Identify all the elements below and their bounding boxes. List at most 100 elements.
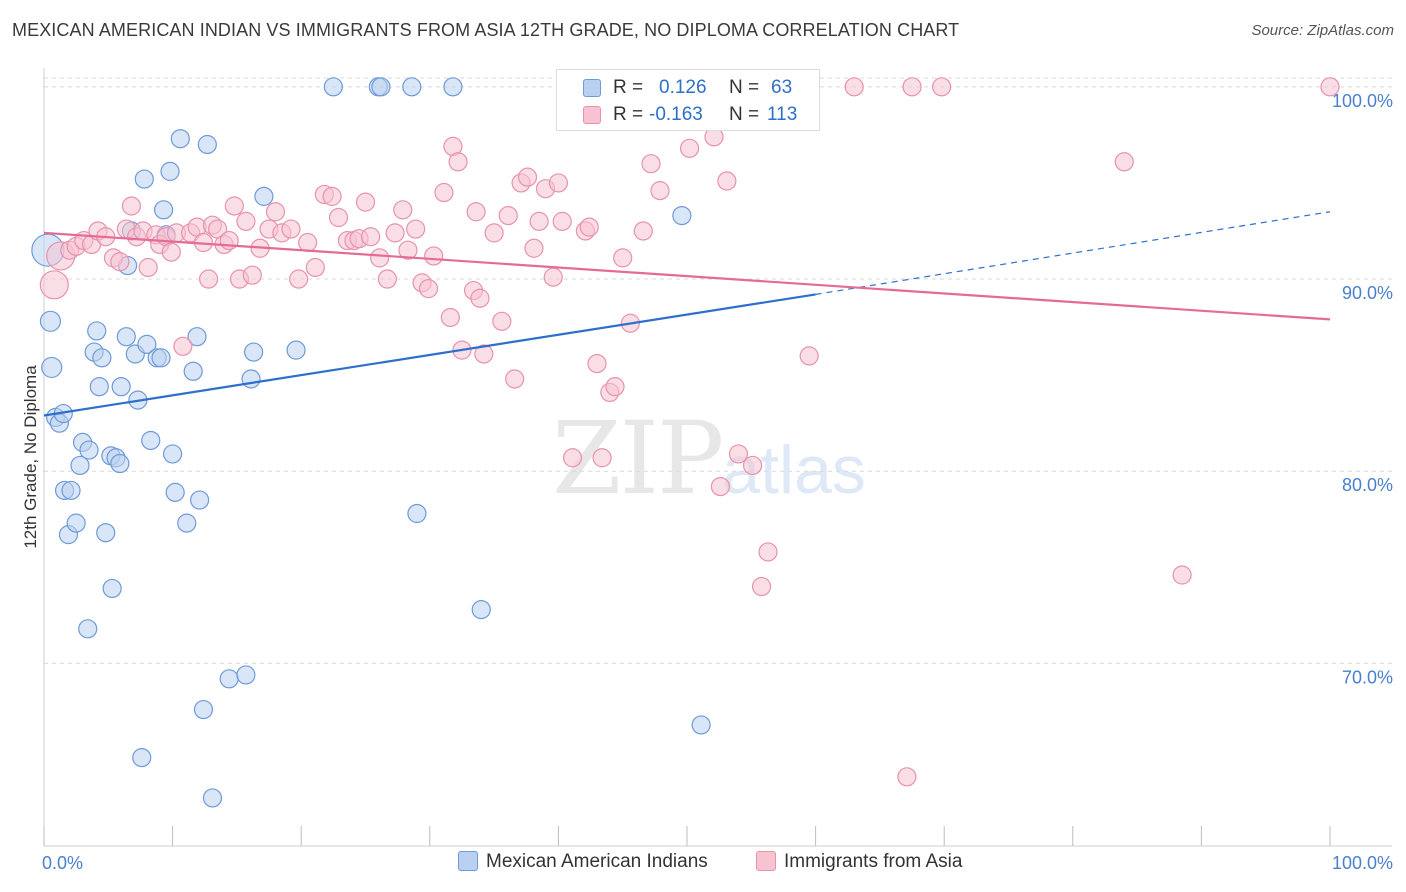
- point-mexican-american-indians: [141, 430, 161, 451]
- point-immigrants-from-asia: [355, 192, 376, 212]
- point-mexican-american-indians: [197, 134, 217, 155]
- point-mexican-american-indians: [39, 310, 62, 332]
- point-mexican-american-indians: [111, 377, 131, 397]
- point-immigrants-from-asia: [418, 279, 439, 299]
- n-label: N =: [729, 104, 760, 125]
- point-immigrants-from-asia: [517, 167, 538, 187]
- point-immigrants-from-asia: [305, 257, 325, 278]
- point-immigrants-from-asia: [1172, 565, 1192, 585]
- series-mexican-american-indians: [31, 77, 711, 808]
- point-mexican-american-indians: [691, 715, 711, 735]
- source-label: Source: ZipAtlas.com: [1251, 22, 1394, 39]
- y-tick-label: 70.0%: [1342, 667, 1393, 687]
- point-immigrants-from-asia: [322, 186, 342, 206]
- point-immigrants-from-asia: [758, 542, 778, 562]
- point-mexican-american-indians: [402, 77, 422, 97]
- point-mexican-american-indians: [187, 327, 207, 347]
- trend-line-extension-mexican-american-indians: [815, 211, 1331, 295]
- point-immigrants-from-asia: [484, 223, 504, 243]
- r-value: 0.126: [659, 77, 707, 98]
- blue-swatch: [583, 79, 601, 97]
- trend-line-mexican-american-indians: [43, 293, 816, 417]
- point-immigrants-from-asia: [448, 152, 468, 172]
- r-value: -0.163: [649, 104, 703, 125]
- point-immigrants-from-asia: [751, 576, 772, 597]
- y-tick-label: 80.0%: [1342, 475, 1393, 495]
- point-mexican-american-indians: [286, 340, 306, 360]
- point-mexican-american-indians: [244, 342, 264, 362]
- point-immigrants-from-asia: [281, 219, 301, 239]
- point-mexican-american-indians: [41, 356, 63, 379]
- point-immigrants-from-asia: [474, 344, 494, 364]
- point-immigrants-from-asia: [236, 211, 256, 231]
- point-mexican-american-indians: [323, 77, 343, 97]
- point-immigrants-from-asia: [543, 267, 563, 287]
- point-immigrants-from-asia: [613, 248, 633, 268]
- point-mexican-american-indians: [151, 348, 171, 368]
- point-immigrants-from-asia: [679, 138, 700, 158]
- point-immigrants-from-asia: [524, 238, 544, 258]
- point-immigrants-from-asia: [633, 221, 653, 241]
- point-immigrants-from-asia: [650, 181, 670, 201]
- stats-legend: R = 0.126 N = 63 R = -0.163 N = 113: [556, 69, 820, 131]
- point-mexican-american-indians: [66, 513, 86, 533]
- point-immigrants-from-asia: [121, 196, 142, 216]
- point-immigrants-from-asia: [902, 77, 922, 97]
- point-immigrants-from-asia: [393, 200, 413, 220]
- trend-lines: [43, 211, 1331, 417]
- point-immigrants-from-asia: [492, 311, 512, 331]
- n-value: 113: [767, 104, 798, 125]
- r-label: R =: [613, 104, 644, 125]
- axes: [43, 68, 1392, 847]
- point-immigrants-from-asia: [505, 369, 525, 389]
- x-tick-label-min: 0.0%: [42, 853, 83, 873]
- point-immigrants-from-asia: [265, 202, 286, 222]
- point-mexican-american-indians: [202, 788, 223, 808]
- point-immigrants-from-asia: [398, 240, 418, 260]
- point-mexican-american-indians: [254, 186, 274, 206]
- point-immigrants-from-asia: [897, 767, 917, 787]
- series-immigrants-from-asia: [39, 77, 1340, 787]
- point-mexican-american-indians: [236, 665, 256, 685]
- point-immigrants-from-asia: [289, 269, 309, 289]
- point-mexican-american-indians: [163, 444, 183, 464]
- point-immigrants-from-asia: [1114, 152, 1134, 172]
- y-tick-label: 90.0%: [1342, 283, 1393, 303]
- x-tick-label-max: 100.0%: [1332, 853, 1393, 873]
- point-immigrants-from-asia: [552, 211, 572, 231]
- point-mexican-american-indians: [241, 369, 261, 389]
- point-immigrants-from-asia: [434, 182, 454, 203]
- point-mexican-american-indians: [165, 482, 185, 502]
- point-mexican-american-indians: [79, 440, 99, 460]
- point-mexican-american-indians: [132, 747, 152, 768]
- point-mexican-american-indians: [371, 77, 391, 97]
- chart-title: MEXICAN AMERICAN INDIAN VS IMMIGRANTS FR…: [12, 20, 960, 40]
- point-immigrants-from-asia: [932, 77, 952, 97]
- legend-item-mexican-american-indians: Mexican American Indians: [458, 851, 708, 873]
- point-immigrants-from-asia: [1320, 77, 1340, 97]
- point-immigrants-from-asia: [219, 230, 239, 251]
- point-immigrants-from-asia: [605, 377, 625, 397]
- point-mexican-american-indians: [78, 619, 98, 639]
- point-immigrants-from-asia: [799, 346, 819, 366]
- point-mexican-american-indians: [219, 669, 239, 689]
- legend-label: Mexican American Indians: [486, 851, 708, 872]
- point-mexican-american-indians: [92, 348, 112, 368]
- legend-item-immigrants-from-asia: Immigrants from Asia: [756, 851, 962, 873]
- point-mexican-american-indians: [160, 161, 180, 181]
- y-tick-label: 100.0%: [1332, 91, 1393, 111]
- point-mexican-american-indians: [183, 361, 203, 381]
- point-immigrants-from-asia: [710, 476, 731, 497]
- legend-swatch-pink: [756, 851, 776, 871]
- point-immigrants-from-asia: [498, 206, 518, 226]
- point-immigrants-from-asia: [548, 173, 569, 193]
- point-immigrants-from-asia: [529, 211, 549, 231]
- y-axis-title: 12th Grade, No Diploma: [21, 365, 40, 549]
- point-immigrants-from-asia: [138, 257, 158, 278]
- point-mexican-american-indians: [110, 453, 130, 474]
- point-mexican-american-indians: [102, 578, 122, 599]
- stats-row-blue: R = 0.126 N = 63: [557, 75, 819, 101]
- point-mexican-american-indians: [407, 503, 427, 524]
- legend-swatch-blue: [458, 851, 478, 871]
